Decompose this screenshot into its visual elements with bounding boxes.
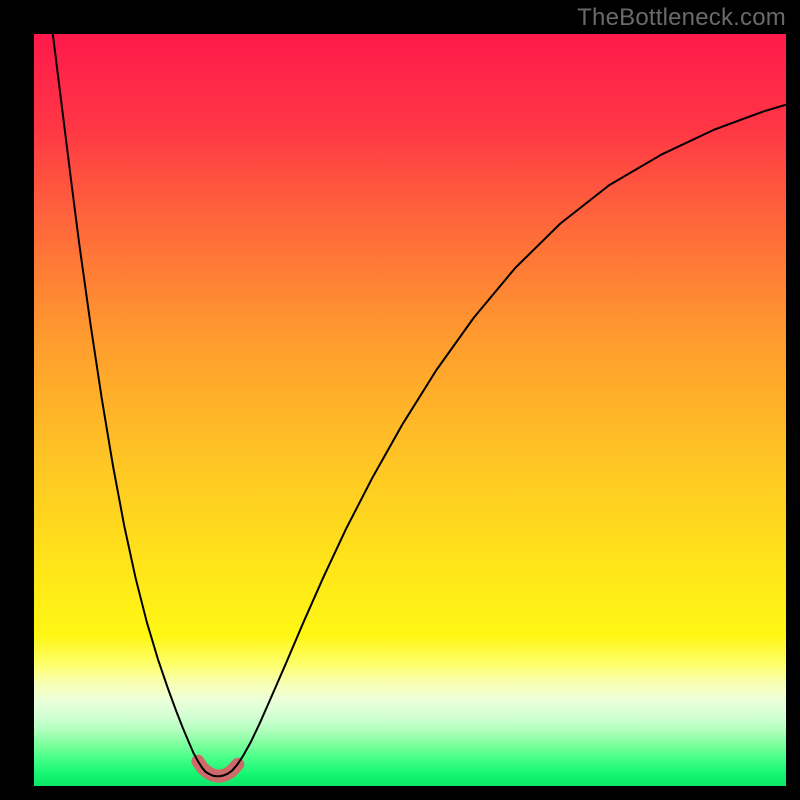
chart-svg [34, 34, 786, 786]
bottleneck-curve [34, 34, 786, 776]
plot-area [34, 34, 786, 786]
stage: TheBottleneck.com [0, 0, 800, 800]
watermark-text: TheBottleneck.com [577, 4, 786, 32]
